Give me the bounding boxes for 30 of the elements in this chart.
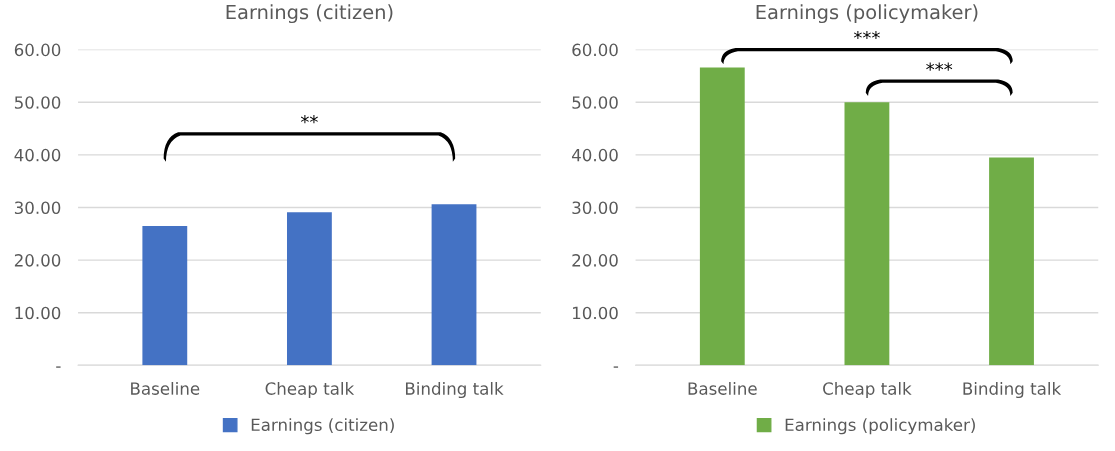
legend-label: Earnings (citizen) [251, 418, 394, 435]
y-tick-label: 50.00 [572, 96, 618, 109]
bar [989, 157, 1034, 366]
x-tick-label: Baseline [131, 381, 200, 395]
y-tick-label: - [56, 366, 61, 368]
y-tick-label: 60.00 [14, 43, 61, 57]
y-tick-label: 40.00 [571, 148, 618, 162]
x-tick-label: Cheap talk [823, 381, 912, 399]
x-tick-label: Cheap talk [265, 381, 355, 399]
annotation: *** [926, 62, 953, 71]
chart-title: Earnings (policymaker) [756, 4, 978, 24]
bar [844, 102, 890, 366]
x-tick-label: Baseline [688, 381, 757, 395]
annotation: ** [300, 115, 318, 124]
text: *** [853, 30, 880, 40]
y-tick-label: 20.00 [14, 254, 61, 267]
y-tick-label: 60.00 [572, 43, 618, 57]
y-tick-label: - [613, 366, 619, 368]
y-tick-label: 20.00 [572, 254, 618, 267]
y-tick-label: 10.00 [573, 306, 618, 320]
chart-title: Earnings (citizen) [226, 4, 393, 24]
legend-label: Earnings (policymaker) [785, 418, 975, 435]
bar [699, 67, 745, 366]
x-tick-label: Binding talk [406, 381, 504, 399]
x-tick-label: Binding talk [963, 381, 1062, 399]
y-tick-label: 50.00 [14, 96, 61, 109]
y-tick-label: 10.00 [15, 306, 61, 320]
y-tick-label: 40.00 [14, 148, 61, 162]
y-tick-label: 30.00 [14, 201, 61, 215]
y-tick-label: 30.00 [572, 201, 618, 215]
